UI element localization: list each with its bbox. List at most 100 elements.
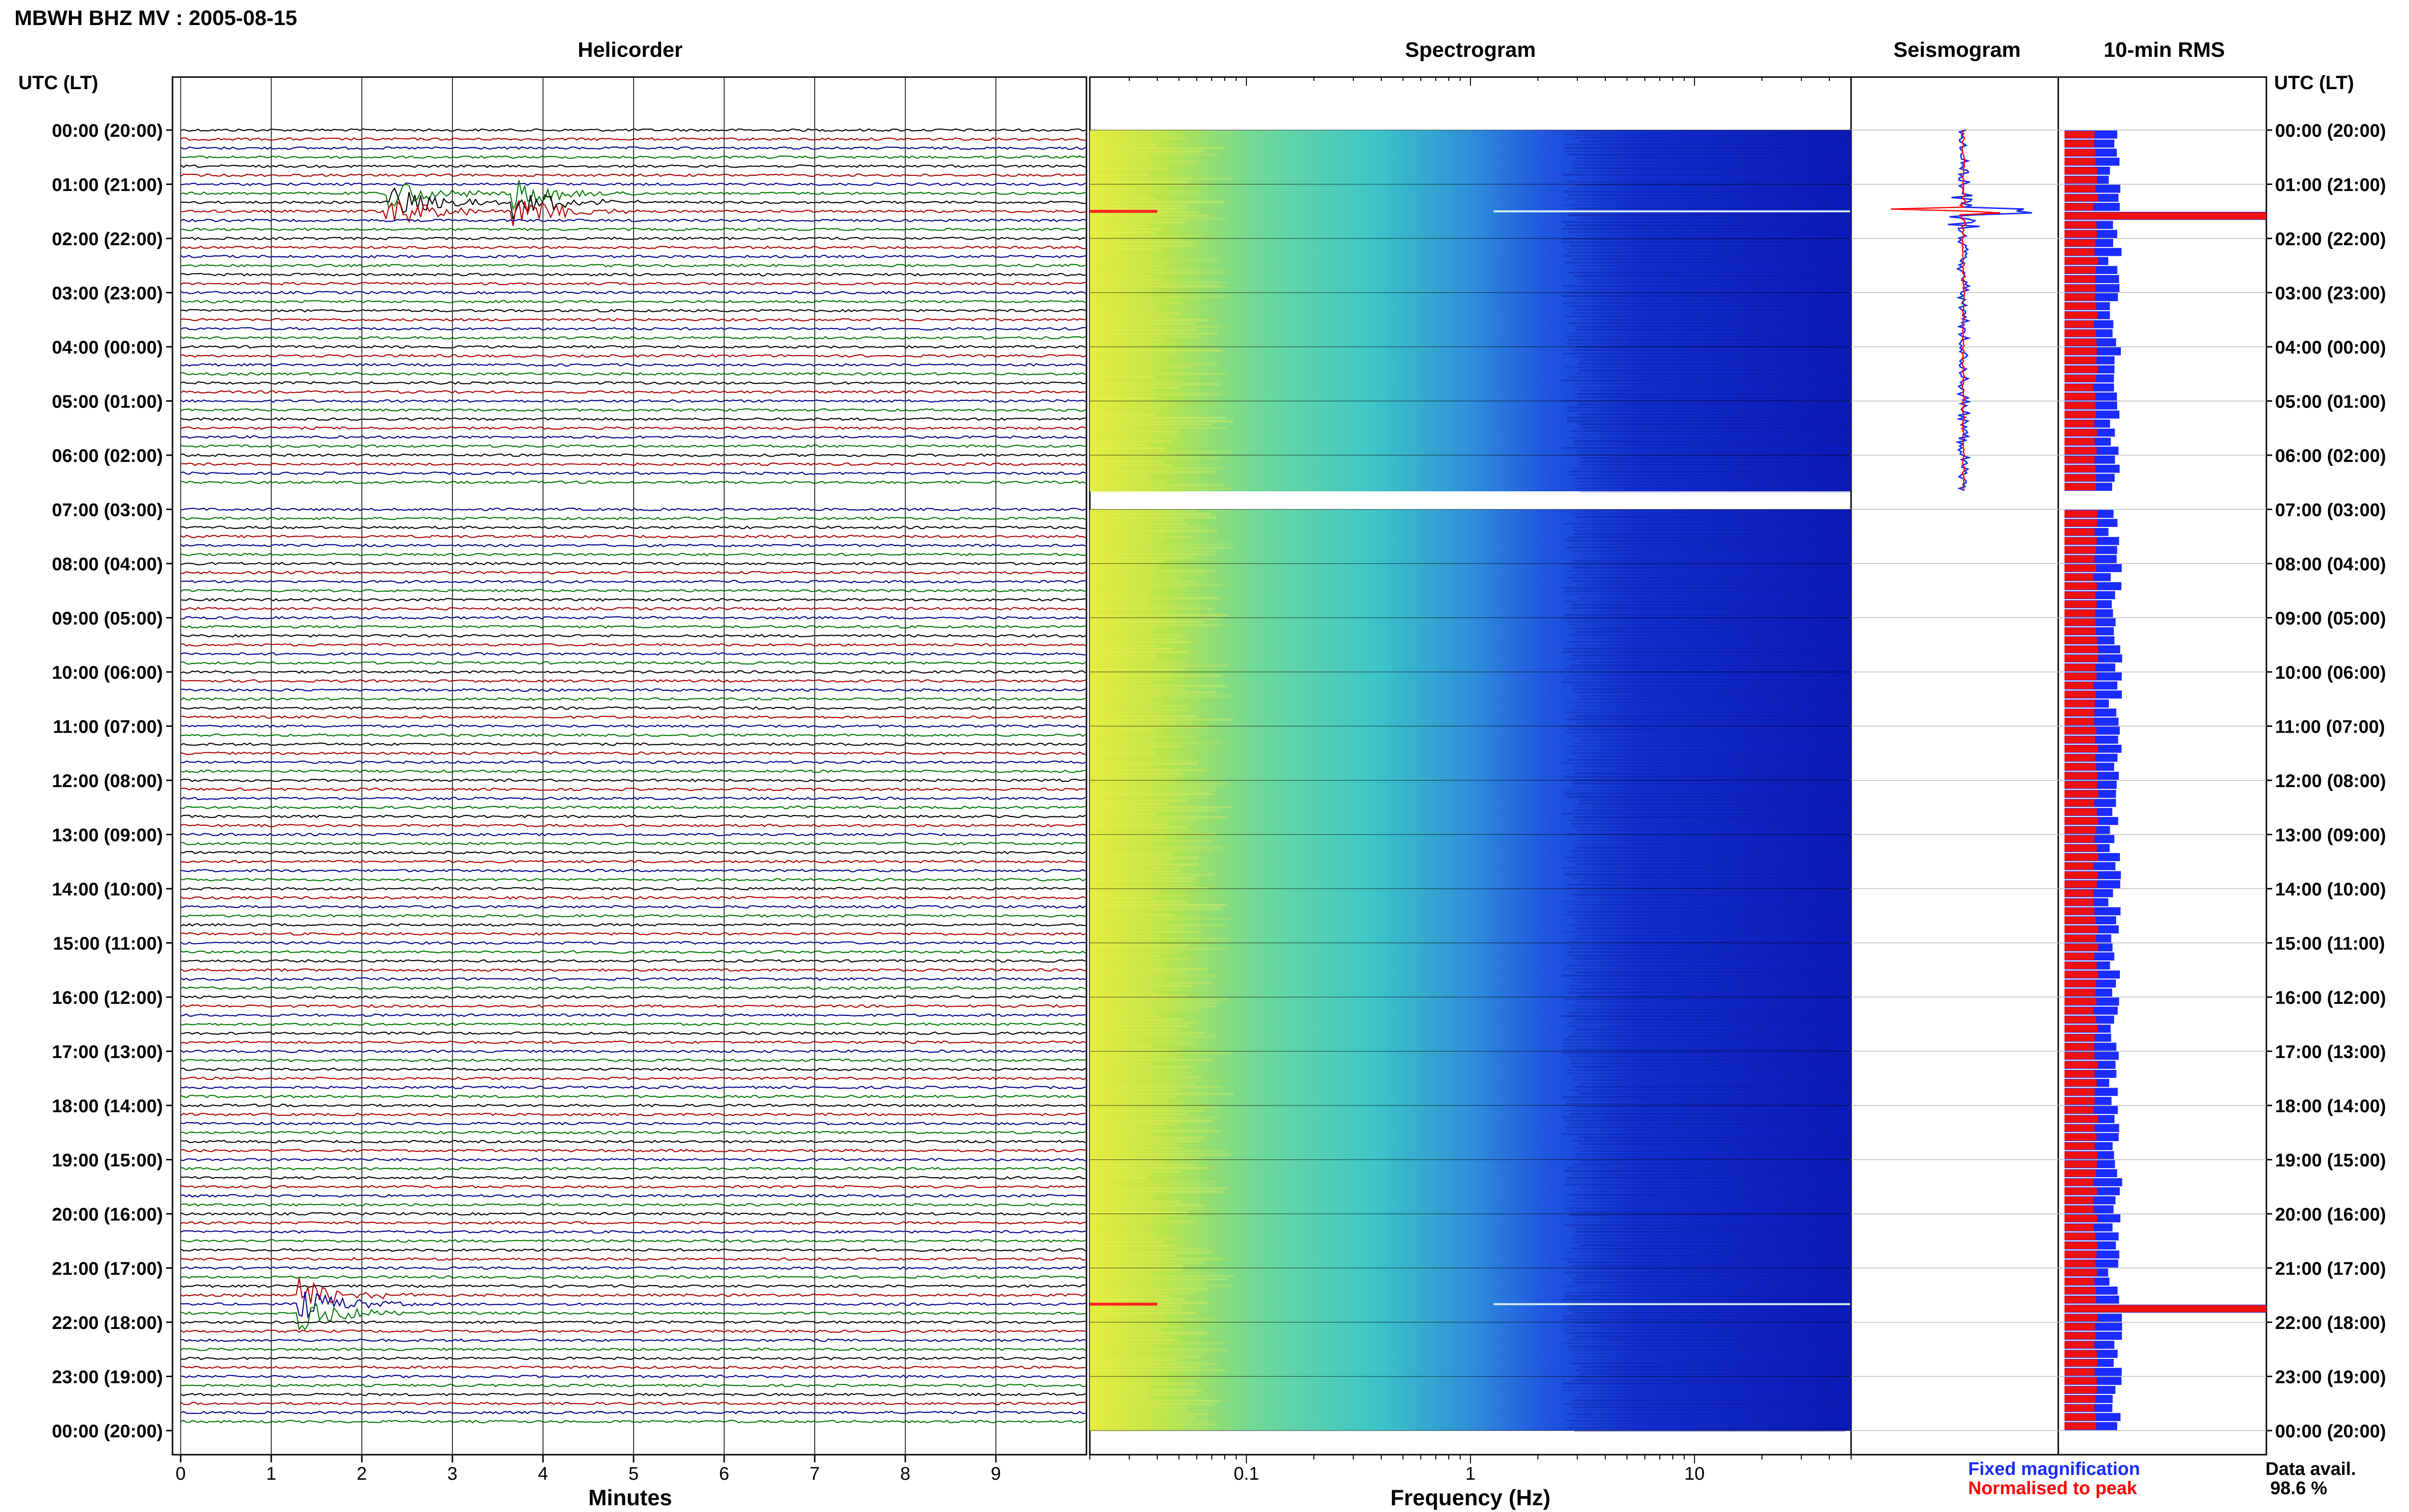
helicorder-line — [180, 1103, 1086, 1107]
minute-tick-label: 9 — [991, 1464, 1001, 1484]
spectrogram-row — [1569, 947, 1840, 950]
spectrogram-row — [1573, 816, 1844, 818]
helicorder-line — [180, 1338, 1086, 1342]
spectrogram-row — [1579, 1092, 1850, 1095]
spectrogram-row — [1090, 386, 1179, 389]
spectrogram-row — [1574, 1396, 1845, 1398]
spectrogram-row — [1090, 393, 1222, 395]
hour-label-right: 05:00 (01:00) — [2275, 392, 2386, 412]
spectrogram-row — [1090, 671, 1174, 674]
spectrogram-row — [1090, 904, 1227, 907]
rms-bar-normalised — [2065, 1160, 2097, 1168]
rms-bar-normalised — [2065, 402, 2096, 409]
spectrogram-row — [1090, 769, 1206, 772]
figure-title: MBWH BHZ MV : 2005-08-15 — [14, 6, 297, 30]
spectrogram-row — [1090, 1177, 1149, 1180]
spectrogram-row — [1090, 1399, 1222, 1402]
hour-label-right: 22:00 (18:00) — [2275, 1313, 2386, 1333]
spectrogram-row — [1570, 550, 1841, 552]
spectrogram-row — [1568, 322, 1840, 324]
spectrogram-block — [1090, 509, 1851, 1431]
spectrogram-row — [1090, 130, 1169, 132]
spectrogram-row — [1572, 765, 1843, 768]
spectrogram-row — [1090, 184, 1207, 186]
rms-bar-normalised — [2065, 1196, 2094, 1204]
spectrogram-row — [1566, 718, 1838, 721]
spectrogram-row — [1577, 846, 1848, 849]
spectrogram-row — [1579, 519, 1850, 522]
spectrogram-row — [1567, 1167, 1839, 1169]
rms-bar-normalised — [2065, 420, 2094, 427]
spectrogram-row — [1090, 413, 1154, 416]
spectrogram-row — [1090, 396, 1157, 399]
helicorder-line — [180, 1149, 1086, 1153]
spectrogram-row — [1575, 137, 1846, 139]
spectrogram-row — [1562, 1096, 1833, 1098]
hour-label-right: 19:00 (15:00) — [2275, 1151, 2386, 1171]
spectrogram-row — [1090, 657, 1157, 660]
rms-bar-normalised — [2065, 582, 2097, 590]
spectrogram-row — [1090, 944, 1189, 947]
helicorder-line — [180, 408, 1086, 412]
spectrogram-row — [1090, 440, 1171, 443]
helicorder-line — [180, 986, 1086, 990]
spectrogram-row — [1573, 167, 1844, 169]
spectrogram-row — [1576, 329, 1847, 331]
rms-bar-normalised — [2065, 519, 2097, 526]
spectrogram-row — [1090, 843, 1153, 846]
helicorder-line — [180, 1291, 1086, 1319]
spectrogram-row — [1090, 806, 1232, 809]
spectrogram-row — [1571, 894, 1842, 896]
spectrogram-row — [1090, 813, 1157, 815]
spectrogram-row — [1090, 305, 1157, 308]
spectrogram-row — [1566, 420, 1838, 422]
spectrogram-row — [1090, 624, 1223, 627]
spectrogram-row — [1090, 1116, 1220, 1119]
spectrogram-row — [1090, 1163, 1194, 1166]
spectrogram-row — [1090, 539, 1162, 542]
helicorder-line — [180, 860, 1086, 864]
helicorder-line — [180, 914, 1086, 918]
spectrogram-row — [1562, 1382, 1833, 1385]
spectrogram-title: Spectrogram — [1405, 38, 1535, 62]
spectrogram-row — [1090, 1379, 1168, 1382]
spectrogram-row — [1090, 735, 1194, 738]
spectrogram-row — [1090, 968, 1207, 971]
rms-bar-normalised — [2065, 736, 2095, 743]
spectrogram-row — [1564, 1291, 1835, 1294]
frequency-tick-label: 0.1 — [1234, 1464, 1259, 1484]
spectrogram-row — [1575, 1106, 1846, 1108]
spectrogram-row — [1090, 1207, 1204, 1210]
spectrogram-row — [1574, 1359, 1845, 1361]
spectrogram-row — [1575, 863, 1846, 866]
spectrogram-row — [1090, 1079, 1230, 1082]
hour-label-left: 23:00 (19:00) — [52, 1367, 163, 1388]
spectrogram-row — [1090, 776, 1186, 778]
helicorder-line — [180, 706, 1086, 710]
spectrogram-row — [1090, 910, 1159, 913]
rms-bar-normalised — [2065, 664, 2095, 671]
rms-bar-normalised — [2065, 1269, 2097, 1276]
spectrogram-row — [1090, 262, 1167, 264]
spectrogram-row — [1090, 1386, 1150, 1389]
spectrogram-row — [1090, 637, 1178, 640]
spectrogram-row — [1565, 678, 1836, 680]
spectrogram-row — [1568, 1261, 1840, 1263]
spectrogram-row — [1090, 1042, 1195, 1045]
spectrogram-row — [1090, 1308, 1182, 1311]
spectrogram-row — [1563, 998, 1834, 1000]
rms-bar-normalised — [2065, 194, 2098, 201]
spectrogram-row — [1563, 523, 1834, 525]
spectrogram-row — [1576, 1275, 1848, 1277]
helicorder-line — [180, 688, 1086, 692]
spectrogram-row — [1090, 1082, 1195, 1085]
helicorder-line — [180, 263, 1086, 268]
rms-bar-normalised — [2065, 465, 2096, 473]
spectrogram-row — [1090, 560, 1165, 563]
spectrogram-row — [1576, 806, 1848, 808]
helicorder-line — [180, 643, 1086, 647]
helicorder-line — [180, 878, 1086, 881]
spectrogram-row — [1090, 1200, 1181, 1203]
spectrogram-row — [1570, 437, 1841, 439]
spectrogram-row — [1090, 1160, 1165, 1163]
